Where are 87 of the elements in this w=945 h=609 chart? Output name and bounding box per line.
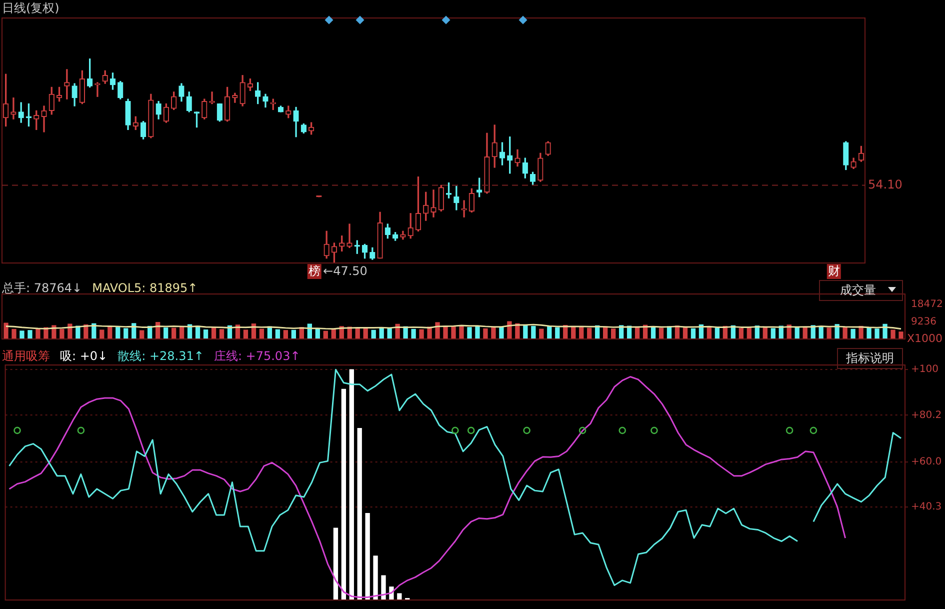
bar <box>116 327 120 339</box>
y-tick-label: +60.0 <box>911 456 942 468</box>
bar <box>124 328 128 339</box>
bar <box>171 328 176 339</box>
bar <box>381 575 386 600</box>
bar <box>163 327 168 339</box>
bar <box>467 327 472 339</box>
bar <box>373 556 378 600</box>
y-tick-label: +80.2 <box>911 410 942 421</box>
bar <box>802 327 808 339</box>
bar <box>690 328 696 339</box>
chart-title: 通用吸筹 <box>2 349 50 363</box>
bar <box>331 329 336 339</box>
text: MAVOL5: 81895↑ <box>92 281 198 295</box>
bar <box>491 326 496 339</box>
bar <box>341 388 346 600</box>
bar <box>100 330 104 339</box>
candlestick <box>41 106 47 132</box>
y-tick-label: +100 <box>911 364 938 376</box>
bar <box>28 330 32 339</box>
bar <box>738 328 744 339</box>
bar <box>555 327 560 339</box>
candlestick <box>346 224 352 248</box>
bar <box>243 330 248 339</box>
chart-title: 日线(复权) <box>2 1 60 15</box>
bar <box>531 326 536 339</box>
bar <box>890 330 896 339</box>
bar <box>475 326 480 339</box>
text: 总手: 78764↓ <box>2 281 82 295</box>
text: ←47.50 <box>323 264 368 278</box>
candlestick <box>430 190 436 218</box>
bar <box>874 328 880 339</box>
bar <box>333 528 338 600</box>
bar <box>36 328 40 339</box>
bar <box>275 329 280 339</box>
bar <box>259 328 264 339</box>
bar <box>435 322 440 339</box>
y-tick-label: 18472 <box>911 298 943 310</box>
y-tick-label: 9236 <box>911 316 936 328</box>
bar <box>397 593 402 600</box>
bar <box>12 328 16 339</box>
text: 庄线: +75.03↑ <box>214 349 300 363</box>
bar <box>395 324 400 339</box>
bar <box>539 328 544 339</box>
bar <box>658 328 664 339</box>
bar <box>291 330 296 339</box>
bar <box>834 324 840 339</box>
bar <box>483 328 488 339</box>
bar <box>610 328 616 339</box>
bar <box>4 322 8 339</box>
bar <box>898 332 904 339</box>
text: 54.10 <box>868 177 902 192</box>
bar <box>499 326 504 339</box>
text: 财 <box>828 264 840 278</box>
text: 榜 <box>308 264 320 278</box>
text: 吸: +0↓ <box>60 349 108 363</box>
bar <box>451 326 456 339</box>
bar <box>507 321 512 339</box>
bar <box>349 369 354 600</box>
bar <box>371 330 376 339</box>
candlestick <box>10 98 16 120</box>
bar <box>826 328 832 339</box>
bar <box>770 328 776 339</box>
text: 散线: +28.31↑ <box>118 349 204 363</box>
bar <box>283 330 288 339</box>
bar <box>523 324 528 339</box>
annotation: 成交量 <box>819 280 903 301</box>
bar <box>579 327 584 339</box>
bar <box>587 328 592 339</box>
bar <box>203 329 208 339</box>
bar <box>866 327 872 339</box>
bar <box>357 428 362 600</box>
bar <box>411 328 416 339</box>
annotation: 指标说明 <box>837 348 903 369</box>
bar <box>20 330 24 339</box>
bar <box>882 324 888 339</box>
bar <box>387 328 392 339</box>
y-axis-title: X1000 <box>907 332 943 345</box>
y-tick-label: +40.3 <box>911 502 942 513</box>
bar <box>419 329 424 339</box>
bar <box>60 328 64 339</box>
bar <box>842 326 848 339</box>
bar <box>365 513 370 600</box>
bar <box>850 328 856 339</box>
bar <box>219 329 224 339</box>
bar <box>140 330 144 339</box>
bar <box>68 324 72 339</box>
